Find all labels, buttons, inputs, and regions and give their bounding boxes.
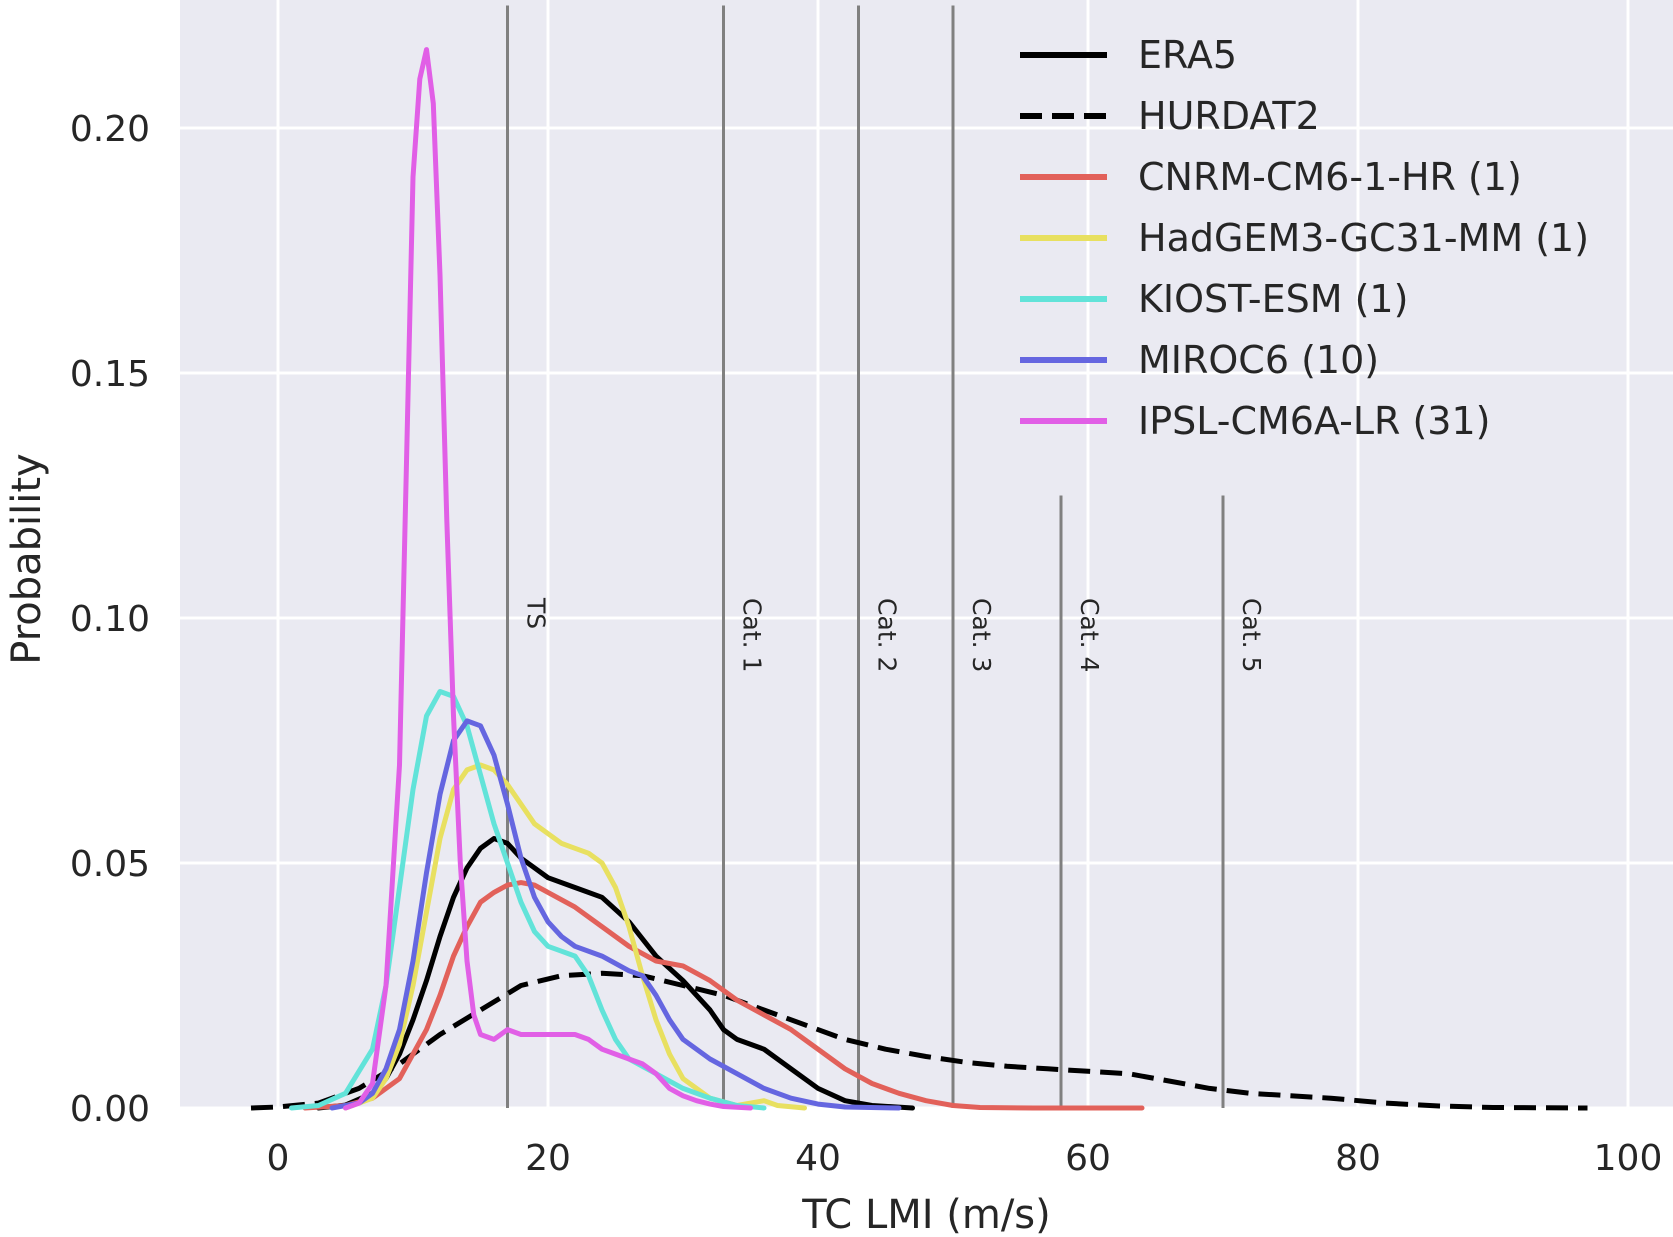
x-axis-label: TC LMI (m/s) bbox=[801, 1192, 1051, 1237]
legend-entry: MIROC6 (10) bbox=[1138, 338, 1379, 382]
category-label: Cat. 1 bbox=[738, 598, 767, 672]
y-tick-label: 0.20 bbox=[70, 109, 150, 150]
legend-entry: ERA5 bbox=[1138, 33, 1237, 77]
x-tick-label: 0 bbox=[267, 1138, 290, 1179]
legend-entry: HadGEM3-GC31-MM (1) bbox=[1138, 216, 1589, 260]
legend-entry: KIOST-ESM (1) bbox=[1138, 277, 1408, 321]
category-label: Cat. 5 bbox=[1237, 598, 1266, 672]
category-label: Cat. 3 bbox=[967, 598, 996, 672]
category-label: TS bbox=[522, 597, 551, 629]
x-tick-label: 100 bbox=[1594, 1138, 1663, 1179]
y-axis-label: Probability bbox=[4, 453, 50, 664]
series-line bbox=[343, 762, 807, 1111]
x-tick-label: 20 bbox=[525, 1138, 571, 1179]
series-line bbox=[329, 718, 902, 1111]
tick-labels: 0 20 40 60 80 100 0.00 0.05 0.10 0.15 0.20 bbox=[70, 109, 1663, 1179]
series-line bbox=[302, 880, 1145, 1111]
y-tick-label: 0.15 bbox=[70, 354, 150, 395]
plot-background bbox=[180, 0, 1673, 1108]
category-lines: TS Cat. 1 Cat. 2 Cat. 3 Cat. 4 Cat. 5 bbox=[506, 5, 1266, 1108]
y-tick-label: 0.00 bbox=[70, 1089, 150, 1130]
y-tick-label: 0.05 bbox=[70, 844, 150, 885]
category-label: Cat. 4 bbox=[1075, 598, 1104, 672]
series-line bbox=[316, 836, 915, 1111]
series-line bbox=[343, 47, 753, 1111]
x-tick-label: 60 bbox=[1065, 1138, 1111, 1179]
legend: ERA5 HURDAT2 CNRM-CM6-1-HR (1) HadGEM3-GC31… bbox=[1020, 33, 1589, 443]
legend-entry: IPSL-CM6A-LR (31) bbox=[1138, 399, 1490, 443]
category-label: Cat. 2 bbox=[873, 598, 902, 672]
series-lines bbox=[250, 47, 1588, 1111]
x-tick-label: 40 bbox=[795, 1138, 841, 1179]
x-tick-label: 80 bbox=[1335, 1138, 1381, 1179]
legend-entry: CNRM-CM6-1-HR (1) bbox=[1138, 155, 1522, 199]
series-line bbox=[250, 970, 1588, 1111]
y-tick-label: 0.10 bbox=[70, 599, 150, 640]
legend-entry: HURDAT2 bbox=[1138, 94, 1320, 138]
